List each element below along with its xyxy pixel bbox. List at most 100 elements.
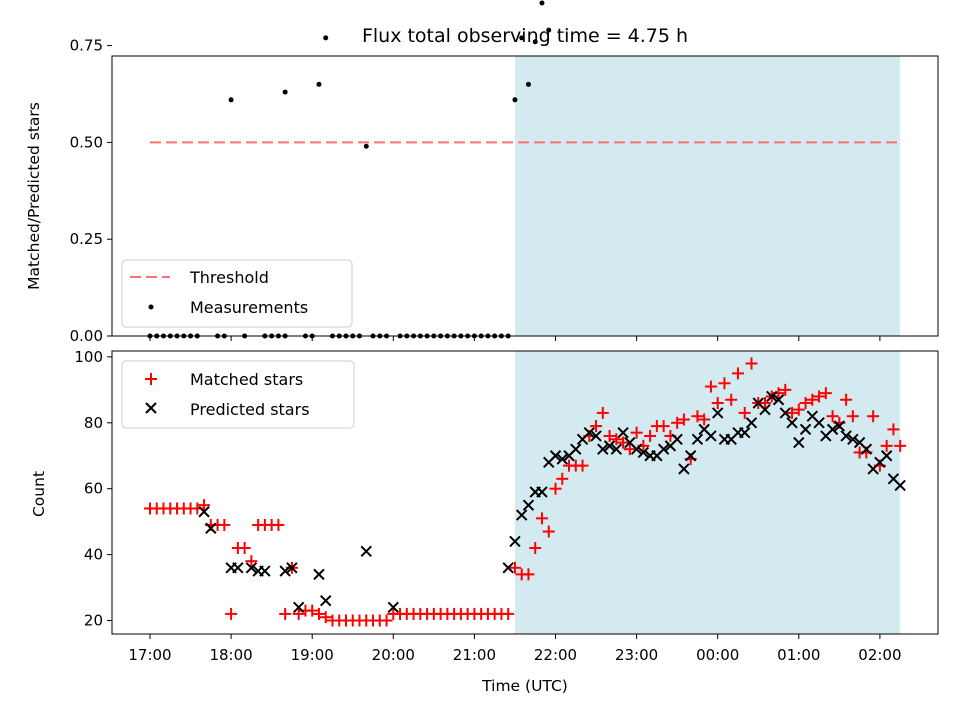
- bottom-legend-box: [121, 360, 355, 429]
- predicted-star-point: [779, 407, 791, 419]
- bottom-y-tick-label: 60: [84, 480, 103, 498]
- predicted-star-point: [570, 443, 582, 455]
- predicted-star-point: [799, 423, 812, 436]
- measurement-point: [532, 39, 538, 45]
- predicted-star-point: [711, 407, 724, 419]
- x-tick-label: 02:00: [858, 646, 901, 664]
- bottom-y-tick-label: 20: [84, 612, 103, 630]
- matched-star-point: [711, 397, 724, 410]
- predicted-star-point: [232, 562, 244, 574]
- matched-star-point: [819, 387, 832, 400]
- predicted-star-point: [556, 453, 568, 465]
- predicted-star-point: [259, 565, 271, 577]
- predicted-star-point: [590, 430, 602, 442]
- matched-star-point: [245, 555, 258, 568]
- matched-stars-points: [144, 357, 907, 627]
- measurement-point: [512, 97, 518, 103]
- predicted-star-point: [292, 601, 305, 614]
- legend-measurements-label: Measurements: [190, 298, 308, 317]
- matched-star-point: [671, 416, 684, 429]
- predicted-star-point: [657, 443, 670, 455]
- matched-star-point: [529, 542, 542, 555]
- bottom-y-tick-label: 40: [84, 546, 103, 564]
- measurement-point: [282, 89, 288, 95]
- predicted-star-point: [536, 486, 548, 498]
- matched-star-point: [704, 380, 717, 393]
- predicted-star-point: [840, 430, 852, 442]
- predicted-star-point: [502, 562, 514, 574]
- matched-star-point: [745, 357, 758, 370]
- matched-star-point: [894, 439, 907, 452]
- predicted-star-point: [610, 443, 623, 455]
- bottom-y-axis: 20 40 60 80 100: [74, 348, 112, 630]
- top-observing-window: [514, 56, 901, 336]
- bottom-y-tick-label: 100: [74, 348, 103, 366]
- matched-star-point: [725, 393, 738, 406]
- matched-star-point: [718, 377, 731, 390]
- measurement-point: [228, 97, 234, 103]
- predicted-star-point: [705, 430, 717, 442]
- matched-star-point: [508, 561, 521, 574]
- matched-star-point: [806, 393, 819, 406]
- chart-title: Flux total observing time = 4.75 h: [362, 25, 688, 47]
- matched-star-point: [502, 607, 515, 620]
- matched-star-point: [272, 518, 285, 531]
- matched-star-point: [542, 525, 555, 538]
- x-tick-label: 21:00: [453, 646, 496, 664]
- predicted-star-point: [786, 417, 798, 429]
- matched-star-point: [603, 429, 616, 442]
- matched-star-point: [698, 413, 711, 426]
- predicted-star-point: [509, 535, 521, 548]
- predicted-star-point: [360, 545, 372, 558]
- matched-star-point: [786, 406, 799, 419]
- measurement-point: [323, 35, 329, 41]
- matched-star-point: [799, 397, 812, 410]
- x-tick-label: 18:00: [209, 646, 252, 664]
- matched-star-point: [867, 410, 880, 423]
- legend-matched-swatch: [145, 373, 157, 385]
- x-tick-label: 01:00: [777, 646, 820, 664]
- predicted-star-point: [833, 420, 846, 432]
- matched-star-point: [826, 410, 839, 423]
- legend-threshold-label: Threshold: [189, 268, 269, 287]
- top-panel: Flux total observing time = 4.75 h 0.00 0…: [25, 0, 939, 345]
- matched-star-point: [549, 482, 562, 495]
- predicted-star-point: [813, 417, 825, 429]
- bottom-plot-frame: [111, 350, 939, 635]
- top-y-tick-label: 0.25: [70, 230, 103, 248]
- predicted-star-point: [286, 562, 298, 574]
- matched-star-point: [738, 406, 751, 419]
- x-tick-label: 22:00: [534, 646, 577, 664]
- measurement-point: [546, 27, 552, 33]
- bottom-x-axis: 17:00 18:00 19:00 20:00 21:00 22:00 23:00 00:00…: [128, 634, 902, 664]
- predicted-star-point: [583, 426, 595, 439]
- matched-star-point: [657, 420, 670, 433]
- predicted-star-point: [320, 595, 332, 607]
- predicted-star-point: [860, 443, 873, 455]
- bottom-y-tick-label: 80: [84, 414, 103, 432]
- top-y-axis: 0.000.250.500.751.001.25: [70, 37, 112, 345]
- top-y-tick-label: 0.75: [70, 37, 103, 55]
- measurement-point: [519, 35, 525, 41]
- matched-star-point: [813, 390, 826, 403]
- predicted-star-point: [772, 394, 785, 406]
- x-axis-title: Time (UTC): [481, 677, 568, 695]
- predicted-star-point: [847, 433, 859, 445]
- matched-star-point: [610, 433, 623, 446]
- predicted-star-point: [549, 450, 562, 462]
- predicted-star-point: [759, 403, 771, 416]
- bottom-legend: Matched stars Predicted stars: [121, 360, 355, 429]
- matched-star-point: [623, 443, 636, 456]
- matched-star-point: [630, 426, 643, 439]
- predicted-star-point: [597, 443, 609, 455]
- predicted-star-point: [637, 446, 650, 459]
- top-plot-frame: [111, 55, 939, 337]
- matched-star-point: [887, 423, 900, 436]
- measurement-point: [316, 81, 322, 87]
- x-tick-label: 17:00: [128, 646, 171, 664]
- predicted-stars-points: [198, 390, 906, 614]
- predicted-star-point: [313, 568, 325, 581]
- predicted-star-point: [678, 463, 690, 475]
- predicted-star-point: [880, 450, 893, 462]
